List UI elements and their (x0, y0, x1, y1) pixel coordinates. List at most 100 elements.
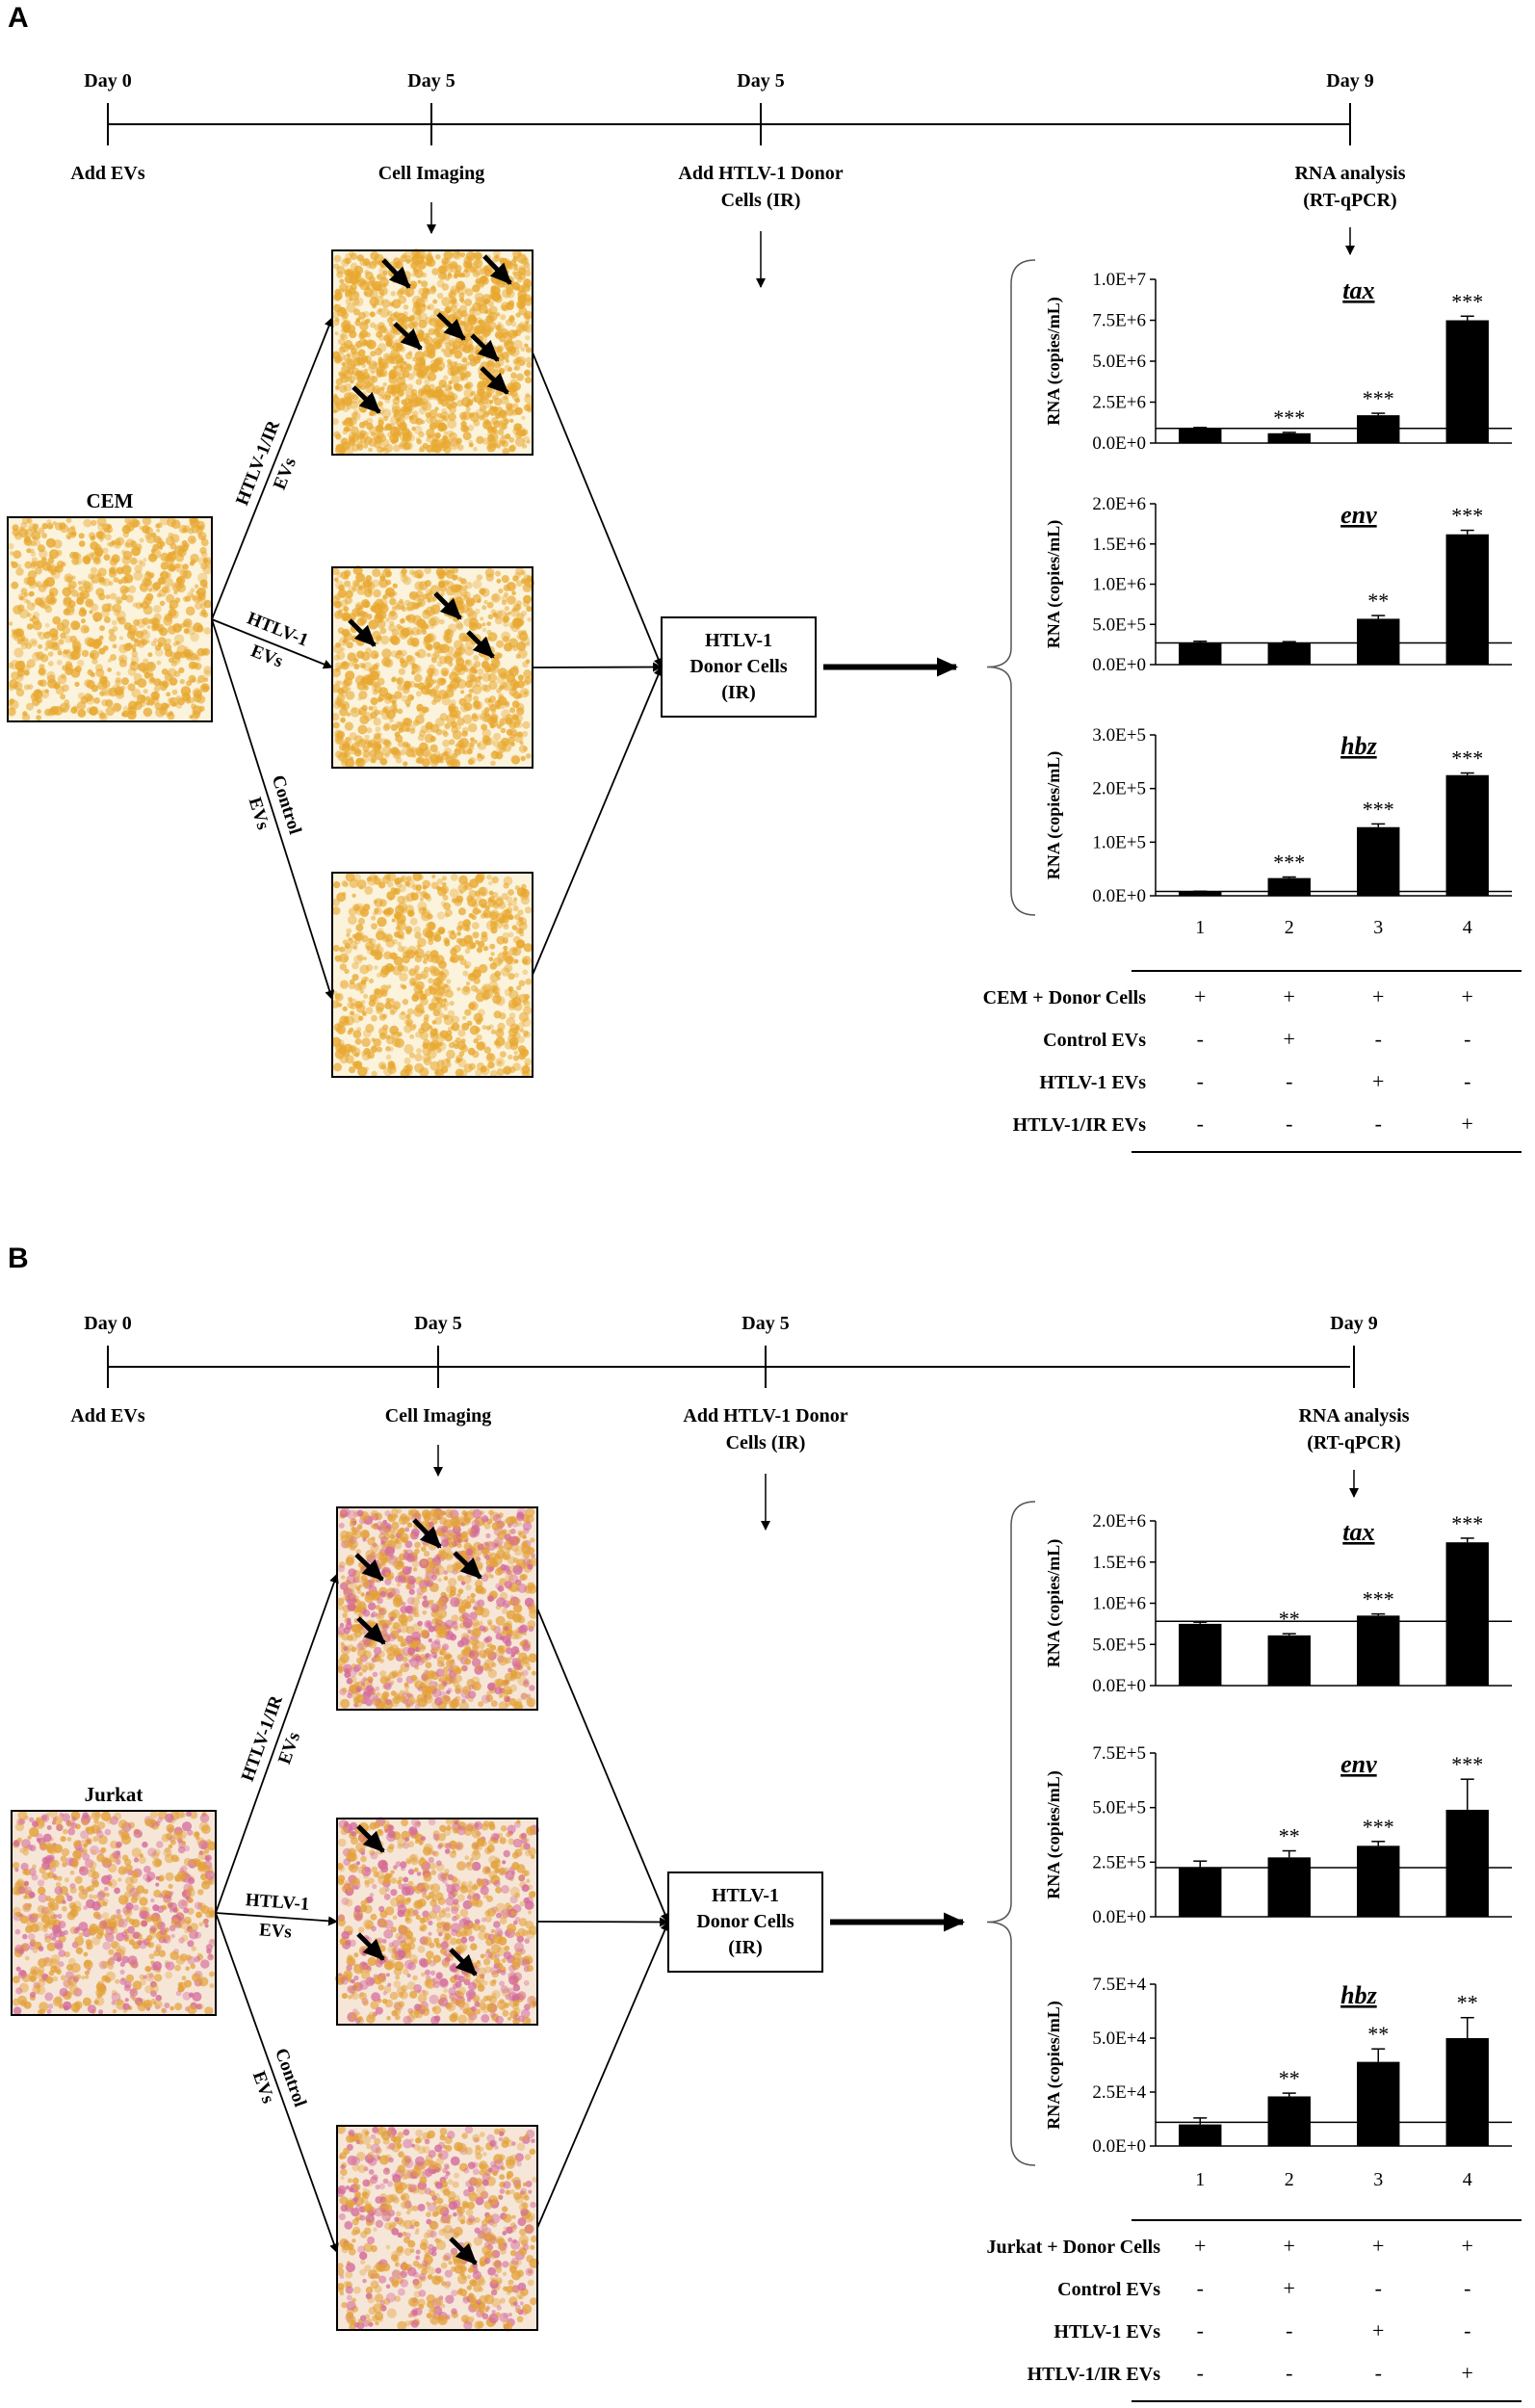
cell (403, 1019, 410, 1025)
cell (80, 1830, 90, 1840)
cell (460, 310, 468, 318)
cell (429, 352, 433, 357)
cell (83, 626, 90, 633)
cell (405, 893, 415, 903)
cell (153, 1923, 161, 1930)
timeline-event-label: Add EVs (70, 163, 144, 184)
cell (8, 621, 13, 626)
cell (195, 1835, 200, 1841)
cell (424, 750, 433, 760)
cell (515, 566, 524, 576)
cell (133, 1857, 140, 1863)
cell (14, 1822, 25, 1832)
cell (146, 1876, 152, 1882)
cell (399, 1011, 407, 1021)
cell (523, 594, 532, 604)
cell (412, 367, 423, 377)
cell (404, 685, 411, 692)
cell (190, 559, 196, 564)
cell (368, 706, 374, 711)
cell (139, 537, 144, 543)
cell (449, 596, 457, 605)
cell (20, 521, 28, 529)
cell (433, 323, 442, 332)
curly-brace (986, 259, 1036, 916)
cell (413, 260, 419, 266)
cell (405, 727, 411, 733)
cell (409, 606, 414, 611)
cell (402, 984, 407, 990)
cell (118, 1829, 128, 1839)
cell (150, 1898, 155, 1903)
cell (78, 1922, 89, 1932)
cell (466, 982, 470, 985)
cell (415, 437, 421, 442)
cell (411, 1024, 417, 1029)
cell (501, 434, 506, 439)
cell (115, 679, 121, 687)
cell (90, 652, 95, 659)
cell (165, 638, 171, 644)
cell (12, 528, 20, 537)
y-tick-label: 1.0E+5 (1092, 832, 1146, 852)
cell (22, 664, 31, 672)
cell (374, 324, 381, 331)
cell (125, 1974, 135, 1983)
cell (143, 689, 148, 694)
cell (112, 603, 122, 614)
cell (39, 602, 43, 608)
cell (505, 333, 513, 342)
cell (172, 1907, 178, 1913)
cell (54, 522, 64, 531)
cell (65, 1971, 74, 1980)
cell (98, 1931, 104, 1937)
y-axis-label: RNA (copies/mL) (1044, 297, 1064, 426)
cell (32, 523, 39, 530)
cell (514, 397, 520, 404)
cell (444, 418, 449, 423)
cell (514, 329, 522, 337)
cell (175, 1990, 182, 1997)
cell (69, 1870, 75, 1875)
cell (448, 567, 455, 574)
cell (414, 746, 424, 756)
cell (459, 251, 466, 258)
cell (61, 1847, 70, 1857)
cell (409, 982, 415, 986)
cell (509, 1023, 520, 1034)
cell (507, 889, 514, 896)
cell (168, 657, 174, 664)
cell (62, 587, 72, 597)
cell (340, 343, 351, 353)
cell (436, 338, 443, 345)
cell (402, 428, 411, 438)
cell (90, 566, 98, 574)
cell (444, 940, 451, 947)
cell (443, 445, 452, 454)
cell (444, 394, 451, 402)
cell (424, 988, 432, 996)
cell (27, 1902, 33, 1908)
cell (92, 1911, 101, 1919)
cell (333, 431, 341, 438)
cell (419, 729, 427, 737)
cell (30, 692, 39, 701)
cell (65, 649, 71, 654)
cell (18, 528, 29, 538)
cell (14, 1868, 19, 1872)
cell (393, 365, 398, 370)
cell (443, 1014, 450, 1020)
cell (332, 319, 340, 327)
cell (26, 623, 34, 630)
cell (371, 370, 376, 375)
cell (373, 589, 381, 598)
merge-arrow (532, 352, 663, 668)
cell (412, 356, 417, 362)
cell (377, 343, 387, 353)
cell (389, 965, 396, 972)
cell (403, 599, 411, 607)
cell (86, 1943, 93, 1950)
cell (523, 261, 531, 269)
cell (356, 254, 364, 262)
